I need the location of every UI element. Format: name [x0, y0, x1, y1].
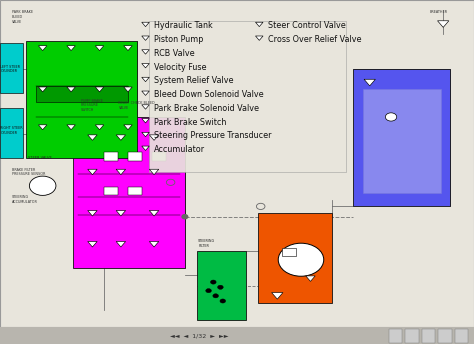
Text: Bleed Down Solenoid Valve: Bleed Down Solenoid Valve	[154, 90, 264, 99]
Bar	[0, 327, 474, 344]
Polygon shape	[95, 125, 104, 130]
Text: STEERING
FILTER: STEERING FILTER	[198, 239, 215, 248]
Text: Steering Pressure Transducer: Steering Pressure Transducer	[154, 131, 272, 140]
Polygon shape	[142, 105, 149, 109]
Polygon shape	[272, 292, 283, 299]
Text: Piston Pump: Piston Pump	[154, 35, 203, 44]
Polygon shape	[116, 241, 126, 247]
Bar	[0, 108, 23, 158]
Polygon shape	[438, 21, 449, 28]
Circle shape	[29, 176, 56, 195]
Polygon shape	[95, 87, 104, 92]
Polygon shape	[88, 169, 97, 175]
Polygon shape	[116, 169, 126, 175]
Text: BRAKE FILTER
PRESSURE SENSOR: BRAKE FILTER PRESSURE SENSOR	[12, 168, 45, 176]
Polygon shape	[95, 46, 104, 51]
Bar	[197, 251, 246, 320]
Bar	[73, 117, 185, 268]
Polygon shape	[149, 241, 159, 247]
Circle shape	[220, 299, 226, 303]
Polygon shape	[38, 46, 47, 51]
Polygon shape	[142, 132, 149, 137]
Polygon shape	[67, 125, 75, 130]
Polygon shape	[38, 125, 47, 130]
Polygon shape	[149, 169, 159, 175]
Text: PUMP BRAKE
PRESSURE
SWITCH: PUMP BRAKE PRESSURE SWITCH	[81, 99, 102, 112]
Bar	[422, 329, 435, 343]
Polygon shape	[88, 135, 97, 140]
Bar	[389, 329, 402, 343]
Text: BREATHER: BREATHER	[429, 10, 447, 14]
Bar	[149, 21, 346, 172]
Polygon shape	[142, 77, 149, 82]
Bar	[104, 152, 118, 161]
Polygon shape	[306, 276, 315, 281]
Text: Hydraulic Tank: Hydraulic Tank	[154, 21, 213, 30]
Polygon shape	[124, 46, 132, 51]
Bar	[36, 86, 128, 102]
Bar	[258, 213, 332, 303]
Polygon shape	[149, 135, 159, 140]
Text: RIGHT STEER
CYLINDER: RIGHT STEER CYLINDER	[0, 126, 23, 135]
Bar	[438, 329, 452, 343]
Polygon shape	[38, 87, 47, 92]
Text: PARK BRAKE
BLEED
VALVE: PARK BRAKE BLEED VALVE	[12, 10, 33, 23]
Text: Steer Control Valve: Steer Control Valve	[268, 21, 346, 30]
Polygon shape	[124, 125, 132, 130]
Polygon shape	[142, 22, 149, 26]
Text: Accumulator: Accumulator	[154, 145, 205, 154]
Circle shape	[213, 294, 219, 298]
Circle shape	[278, 243, 324, 276]
Bar	[363, 89, 441, 193]
Text: ◄◄  ◄  1/32  ►  ►►: ◄◄ ◄ 1/32 ► ►►	[170, 333, 228, 338]
Polygon shape	[364, 79, 375, 86]
Text: Cross Over Relief Valve: Cross Over Relief Valve	[268, 35, 361, 44]
Bar	[353, 69, 450, 206]
Text: Park Brake Solenoid Valve: Park Brake Solenoid Valve	[154, 104, 259, 113]
Polygon shape	[142, 146, 149, 150]
Bar	[455, 329, 468, 343]
Circle shape	[182, 215, 188, 219]
Polygon shape	[67, 87, 75, 92]
Text: RCB Valve: RCB Valve	[154, 49, 195, 58]
Polygon shape	[142, 50, 149, 54]
Circle shape	[385, 113, 397, 121]
Polygon shape	[142, 119, 149, 123]
Circle shape	[206, 289, 211, 293]
Text: Velocity Fuse: Velocity Fuse	[154, 63, 207, 72]
Polygon shape	[88, 211, 97, 216]
Bar	[405, 329, 419, 343]
Bar	[26, 41, 137, 158]
Bar	[128, 187, 142, 195]
Polygon shape	[142, 36, 149, 40]
Text: STEERING
ACCUMULATOR: STEERING ACCUMULATOR	[12, 195, 38, 204]
Polygon shape	[149, 211, 159, 216]
Polygon shape	[255, 36, 263, 40]
Text: RELIEF CHECK BLEED
VALVE: RELIEF CHECK BLEED VALVE	[118, 101, 155, 110]
Text: Park Brake Switch: Park Brake Switch	[154, 118, 227, 127]
Bar	[0, 43, 23, 93]
Polygon shape	[124, 87, 132, 92]
Circle shape	[218, 285, 223, 289]
Polygon shape	[142, 64, 149, 68]
Polygon shape	[116, 211, 126, 216]
Circle shape	[210, 280, 216, 284]
Polygon shape	[116, 135, 126, 140]
Polygon shape	[88, 241, 97, 247]
Polygon shape	[255, 22, 263, 26]
Text: STEER VALVE: STEER VALVE	[28, 156, 52, 160]
Text: System Relief Valve: System Relief Valve	[154, 76, 234, 85]
Text: LEFT STEER
CYLINDER: LEFT STEER CYLINDER	[0, 65, 20, 73]
Polygon shape	[67, 46, 75, 51]
Polygon shape	[142, 91, 149, 95]
Bar	[128, 152, 142, 161]
Bar	[152, 152, 166, 161]
Bar	[104, 187, 118, 195]
Bar	[282, 248, 296, 256]
